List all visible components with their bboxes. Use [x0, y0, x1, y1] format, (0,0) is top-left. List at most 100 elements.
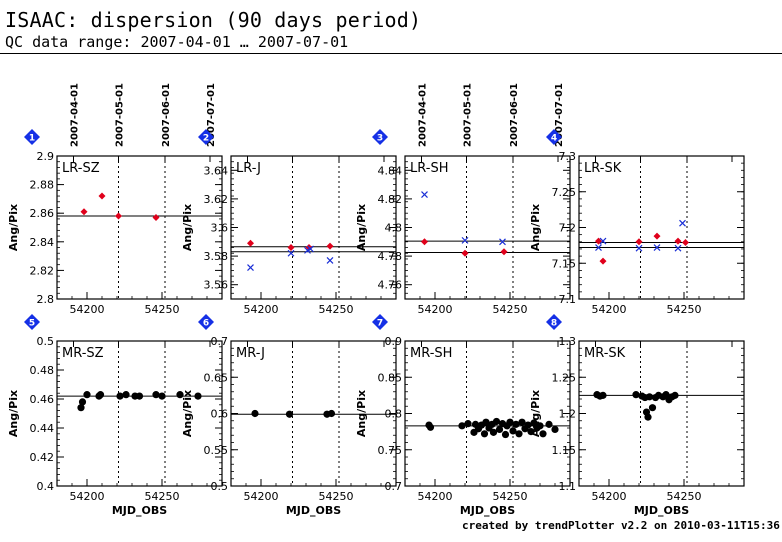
- panel-4-ytick-label: 7.1: [559, 293, 577, 306]
- panel-1-badge-number: 1: [29, 134, 35, 144]
- panel-5-point: [77, 404, 85, 412]
- panel-4-badge: [546, 129, 562, 145]
- panel-7-point: [480, 430, 489, 438]
- panel-7-xtick-label: 54200: [418, 490, 453, 503]
- panel-8-point: [599, 391, 607, 399]
- panel-7-point: [512, 420, 520, 428]
- panel-2-ytick-label: 3.56: [204, 279, 229, 292]
- panel-8-xtick-label: 54200: [592, 490, 627, 503]
- page-title: ISAAC: dispersion (90 days period): [5, 8, 422, 32]
- panel-1-point: [152, 213, 160, 221]
- panel-3-date-label: 2007-07-01: [554, 83, 565, 147]
- panel-1-label: LR-SZ: [62, 161, 100, 176]
- panel-6-badge: [198, 314, 214, 330]
- panel-5-frame: [56, 340, 223, 487]
- panel-5-xtick-label: 54250: [145, 490, 180, 503]
- panel-4-point: [653, 232, 661, 240]
- panel-8-label: MR-SK: [584, 346, 626, 361]
- panel-2-badge-number: 2: [203, 134, 209, 144]
- panel-7-badge: [372, 314, 388, 330]
- panel-3-point: [421, 191, 428, 199]
- panel-2-ytick-label: 3.64: [204, 164, 229, 177]
- panel-4-ylabel: Ang/Pix: [529, 204, 542, 251]
- panel-2-point: [247, 239, 254, 247]
- panel-7-point: [551, 425, 559, 434]
- panel-5-point: [135, 392, 144, 400]
- panel-3-point: [499, 238, 506, 246]
- panel-3-ytick-label: 4.82: [378, 193, 403, 206]
- panel-5-xtick-label: 54200: [70, 490, 105, 503]
- panel-1-date-label: 2007-07-01: [206, 83, 217, 147]
- panel-8-xtick-label: 54250: [667, 490, 702, 503]
- panel-3-badge-number: 3: [377, 134, 383, 144]
- panel-5-ytick-label: 0.5: [37, 335, 55, 348]
- panel-2-badge: [198, 129, 214, 145]
- panel-8-badge: [546, 314, 562, 330]
- panel-7-point: [515, 430, 523, 438]
- panel-5-point: [176, 391, 184, 399]
- panel-7-point: [492, 417, 501, 426]
- panel-1-ylabel: Ang/Pix: [7, 204, 20, 251]
- panel-5-point: [96, 391, 105, 399]
- panel-3-ylabel: Ang/Pix: [355, 204, 368, 251]
- panel-5-ylabel: Ang/Pix: [7, 390, 20, 437]
- panel-6-label: MR-J: [236, 346, 265, 361]
- panel-8-ytick-label: 1.25: [552, 371, 577, 384]
- panel-1-xtick-label: 54200: [70, 303, 105, 316]
- title-divider: [0, 53, 782, 54]
- panel-7-point: [464, 420, 472, 428]
- panel-1-point: [98, 192, 106, 200]
- footer-credit: created by trendPlotter v2.2 on 2010-03-…: [462, 519, 782, 532]
- panel-6-ylabel: Ang/Pix: [181, 390, 194, 437]
- panel-7-point: [545, 420, 553, 428]
- panel-2-ylabel: Ang/Pix: [181, 204, 194, 251]
- panel-7-frame: [404, 340, 571, 487]
- panel-8-point: [645, 393, 654, 401]
- panel-4-point: [599, 237, 607, 245]
- panel-6-ytick-label: 0.5: [211, 480, 229, 493]
- panel-4-point: [599, 257, 607, 265]
- panel-3-badge: [372, 129, 388, 145]
- panel-7-xlabel: MJD_OBS: [460, 504, 515, 517]
- panel-7-xtick-label: 54250: [493, 490, 528, 503]
- panel-8-xlabel: MJD_OBS: [634, 504, 689, 517]
- panel-6-point: [327, 409, 336, 418]
- panel-6-xtick-label: 54250: [319, 490, 354, 503]
- panel-7-point: [506, 418, 514, 426]
- panel-5-point: [122, 391, 130, 399]
- panel-6-xlabel: MJD_OBS: [286, 504, 341, 517]
- panel-3-point: [461, 249, 469, 257]
- panel-2-point: [307, 245, 314, 253]
- panel-7-point: [482, 418, 490, 426]
- panel-8-point: [644, 413, 652, 421]
- panel-8-ytick-label: 1.2: [559, 408, 577, 421]
- panel-7-point: [489, 428, 498, 436]
- panel-5-point: [158, 392, 166, 400]
- panel-7-ytick-label: 0.9: [385, 335, 403, 348]
- panel-4-frame: [578, 155, 745, 300]
- panel-5-xlabel: MJD_OBS: [112, 504, 167, 517]
- panel-1-point: [80, 208, 88, 216]
- panel-7-point: [458, 422, 466, 430]
- panel-7-point: [536, 422, 544, 430]
- panel-7-point: [527, 428, 535, 436]
- panel-3-ytick-label: 4.78: [378, 250, 403, 263]
- panel-1-ytick-label: 2.86: [30, 207, 55, 220]
- panel-3-date-label: 2007-04-01: [418, 83, 429, 147]
- panel-5-badge: [24, 314, 40, 330]
- panel-4-point: [653, 244, 661, 251]
- panel-6-point: [251, 409, 259, 418]
- panel-1-badge: [24, 129, 40, 145]
- panel-5-point: [194, 392, 202, 400]
- panel-3-ytick-label: 4.76: [378, 279, 403, 292]
- panel-1-ytick-label: 2.8: [37, 293, 55, 306]
- panel-1-date-label: 2007-06-01: [161, 83, 172, 147]
- panel-1-frame: [56, 155, 223, 300]
- panel-4-badge-number: 4: [551, 134, 557, 144]
- panel-5-point: [83, 391, 91, 399]
- panel-1-date-label: 2007-05-01: [115, 83, 126, 147]
- panel-4-label: LR-SK: [584, 161, 622, 176]
- panel-2-frame: [230, 155, 397, 300]
- panel-7-point: [509, 427, 517, 435]
